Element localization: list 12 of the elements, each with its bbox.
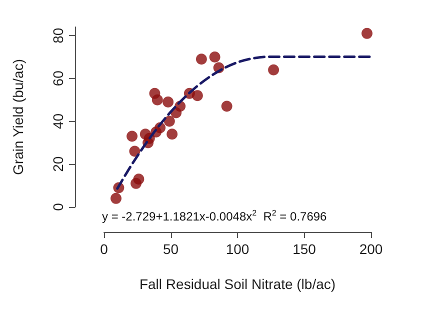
y-axis-title: Grain Yield (bu/ac) — [10, 59, 26, 175]
y-tick-label: 20 — [50, 156, 66, 172]
x-axis-title: Fall Residual Soil Nitrate (lb/ac) — [139, 276, 336, 292]
y-tick-label: 40 — [50, 113, 66, 130]
y-tick-label: 80 — [50, 28, 66, 44]
x-tick-label: 150 — [292, 241, 316, 257]
x-tick-label: 100 — [226, 241, 250, 257]
x-tick-label: 0 — [100, 241, 108, 257]
x-tick-label: 50 — [162, 241, 179, 257]
y-tick-label: 0 — [50, 202, 66, 211]
y-tick-label: 60 — [50, 70, 66, 86]
x-tick-label: 200 — [359, 241, 383, 257]
